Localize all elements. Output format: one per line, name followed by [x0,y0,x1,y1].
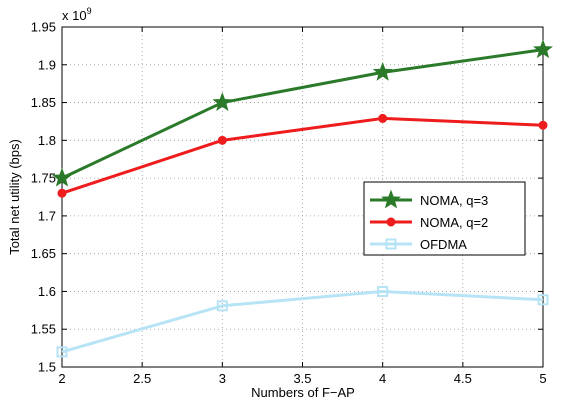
data-point [538,120,548,130]
data-point [216,300,228,312]
legend-label: NOMA, q=3 [420,193,488,208]
series [52,39,553,358]
series-square [56,285,549,358]
x-tick-label: 4.5 [454,371,472,386]
legend-marker [385,238,397,250]
y-tick-label: 1.7 [38,208,56,223]
y-exponent-label: x 109 [62,6,92,23]
x-tick-label: 4 [379,371,386,386]
x-tick-label: 2.5 [133,371,151,386]
y-tick-label: 1.95 [31,20,56,35]
x-tick-label: 2 [58,371,65,386]
x-tick-label: 5 [539,371,546,386]
legend-item: NOMA, q=3 [370,189,488,209]
data-point [537,294,549,306]
y-tick-label: 1.5 [38,360,56,375]
legend: NOMA, q=3 NOMA, q=2 OFDMA [363,181,526,256]
data-point [378,113,388,123]
x-axis-label: Numbers of F−AP [251,385,355,400]
data-point [533,39,553,59]
y-tick-label: 1.75 [31,171,56,186]
series-line [61,289,544,354]
data-point [56,346,68,358]
data-point [372,61,393,81]
legend-item: NOMA, q=2 [370,215,488,230]
data-point [212,92,233,111]
axis-ticks: 2 2.5 3 3.5 4 4.5 5 1.5 1.55 1.6 1.65 1.7 1.75 1.8 1.8… [31,20,547,387]
y-tick-label: 1.8 [38,133,56,148]
data-point [377,285,389,297]
data-point [52,167,72,187]
y-tick-label: 1.85 [31,95,56,110]
legend-marker [386,217,396,227]
data-point [217,135,227,145]
series-star [52,39,553,187]
series-line [61,116,544,195]
x-tick-label: 3 [219,371,226,386]
data-point [57,188,67,198]
legend-item: OFDMA [370,237,467,252]
x-tick-label: 3.5 [293,371,311,386]
y-tick-label: 1.65 [31,246,56,261]
legend-label: NOMA, q=2 [420,215,488,230]
series-circle [57,113,548,198]
y-tick-label: 1.9 [38,57,56,72]
legend-label: OFDMA [420,237,467,252]
y-tick-label: 1.55 [31,322,56,337]
series-line [61,48,544,180]
y-tick-label: 1.6 [38,284,56,299]
y-axis-label: Total net utility (bps) [7,139,22,255]
legend-marker [381,189,401,209]
